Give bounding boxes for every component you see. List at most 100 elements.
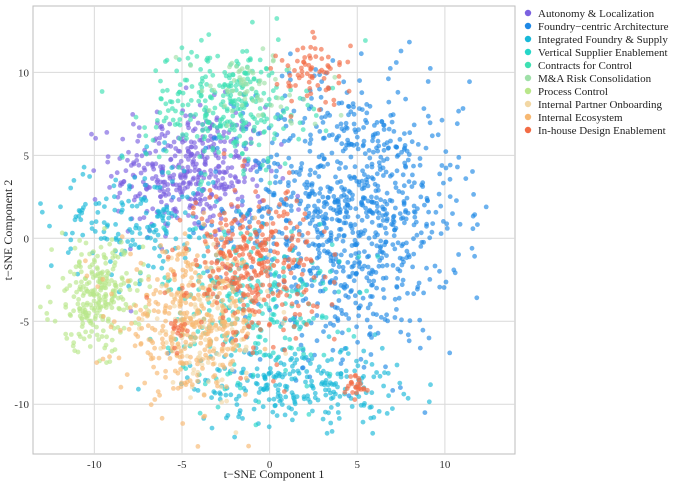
data-point <box>324 225 329 231</box>
data-point <box>279 302 285 307</box>
data-point <box>307 148 313 154</box>
data-point <box>262 80 267 86</box>
data-point <box>286 83 292 89</box>
data-point <box>270 409 276 415</box>
data-point <box>204 231 210 237</box>
data-point <box>301 59 306 65</box>
data-point <box>84 313 89 318</box>
data-point <box>82 307 88 313</box>
data-point <box>333 197 338 203</box>
data-point <box>151 364 157 370</box>
data-point <box>256 208 262 214</box>
data-point <box>92 316 98 322</box>
data-point <box>278 324 283 329</box>
data-point <box>320 194 326 200</box>
data-point <box>270 344 276 350</box>
data-point <box>222 139 228 145</box>
data-point <box>155 277 160 282</box>
data-point <box>77 238 82 243</box>
data-point <box>144 144 150 150</box>
data-point <box>306 79 312 85</box>
data-point <box>372 332 378 338</box>
data-point <box>250 298 255 303</box>
data-point <box>304 369 310 374</box>
data-point <box>125 278 131 284</box>
data-point <box>210 268 216 274</box>
data-point <box>192 324 197 330</box>
data-point <box>266 352 272 358</box>
data-point <box>198 340 204 346</box>
data-point <box>378 244 384 249</box>
data-point <box>158 194 163 200</box>
data-point <box>266 209 272 215</box>
data-point <box>199 85 205 90</box>
data-point <box>384 211 390 217</box>
data-point <box>221 169 226 175</box>
data-point <box>155 118 160 123</box>
data-point <box>426 399 432 405</box>
data-point <box>252 215 258 221</box>
data-point <box>322 380 328 386</box>
data-point <box>250 19 255 25</box>
data-point <box>283 368 288 373</box>
data-point <box>329 357 335 362</box>
data-point <box>163 101 169 107</box>
data-point <box>318 46 324 52</box>
data-point <box>213 237 219 242</box>
data-point <box>137 216 143 222</box>
data-point <box>249 140 254 146</box>
data-point <box>76 331 82 337</box>
data-point <box>239 297 245 303</box>
data-point <box>209 222 215 228</box>
data-point <box>212 373 218 378</box>
data-point <box>232 310 238 316</box>
data-point <box>319 152 325 158</box>
data-point <box>189 49 194 55</box>
data-point <box>220 160 226 165</box>
data-point <box>323 323 329 329</box>
data-point <box>363 38 368 43</box>
data-point <box>469 245 475 251</box>
data-point <box>342 389 348 395</box>
data-point <box>346 188 352 194</box>
data-point <box>209 219 215 225</box>
data-point <box>229 180 235 186</box>
data-point <box>299 69 305 75</box>
data-point <box>402 220 407 226</box>
data-point <box>172 296 178 302</box>
data-point <box>201 270 206 276</box>
data-point <box>287 92 292 98</box>
data-point <box>301 262 307 268</box>
data-point <box>164 57 170 63</box>
series-in-house-design-enablement <box>144 29 370 402</box>
data-point <box>180 90 186 96</box>
data-point <box>155 232 161 238</box>
data-point <box>83 329 88 335</box>
data-point <box>223 352 229 358</box>
data-point <box>382 317 388 322</box>
data-point <box>359 217 365 223</box>
data-point <box>308 361 313 366</box>
data-point <box>351 111 357 117</box>
data-point <box>382 370 387 376</box>
data-point <box>168 321 174 326</box>
data-point <box>299 271 305 277</box>
data-point <box>447 176 453 182</box>
data-point <box>223 73 229 79</box>
data-point <box>260 46 266 52</box>
data-point <box>188 267 194 272</box>
data-point <box>258 224 264 229</box>
data-point <box>376 223 382 228</box>
legend-marker <box>524 74 532 82</box>
data-point <box>288 203 294 209</box>
data-point <box>394 168 400 174</box>
data-point <box>197 410 203 416</box>
data-point <box>196 235 202 241</box>
data-point <box>188 336 194 341</box>
data-point <box>241 366 246 372</box>
data-point <box>307 191 313 197</box>
data-point <box>284 106 290 111</box>
data-point <box>329 302 335 307</box>
data-point <box>351 174 357 180</box>
data-point <box>248 167 254 173</box>
